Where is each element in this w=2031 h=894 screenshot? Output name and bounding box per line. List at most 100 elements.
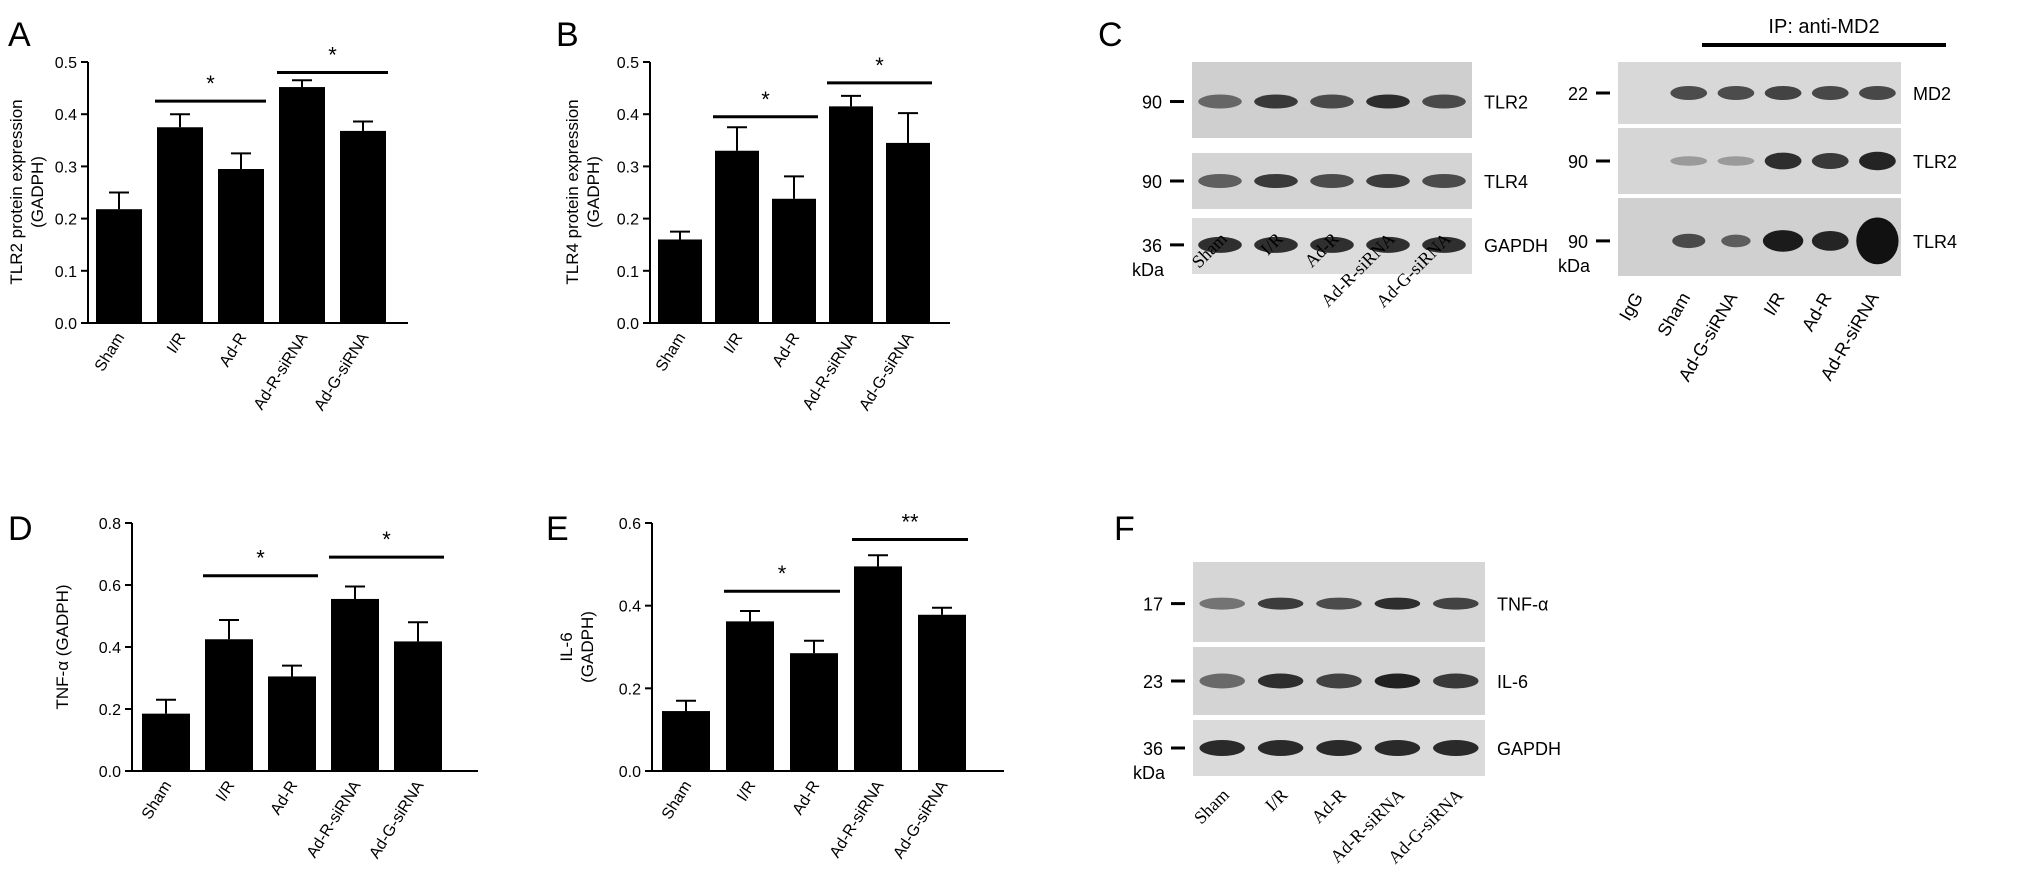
blot-f-band: [1316, 673, 1362, 689]
chart-b-significance-label: *: [875, 53, 884, 78]
blot-c-right-lane-label: Ad-R: [1798, 289, 1836, 335]
blot-f-band: [1433, 740, 1479, 756]
chart-e-bar: [918, 614, 966, 771]
chart-d-bar: [268, 676, 316, 771]
blot-c-right-band: [1811, 86, 1849, 100]
blot-c-left-band: [1198, 174, 1242, 188]
chart-e-x-tick-label: Ad-R: [790, 778, 824, 818]
chart-d-x-tick-label: Ad-G-siRNA: [366, 778, 427, 862]
chart-b: 0.0 0.1 0.2 0.3 0.4 0.5 TLR4 protein expressio…: [563, 53, 950, 414]
chart-b-y-tick-label: 0.3: [617, 159, 639, 176]
blot-f-band: [1374, 673, 1421, 689]
chart-d-bar: [331, 598, 379, 771]
blot-c-right-membrane: [1618, 198, 1901, 276]
chart-b-y-tick-label: 0.4: [617, 107, 639, 124]
chart-a-bar: [279, 87, 325, 323]
blot-c-right-lane-label: IgG: [1615, 289, 1647, 324]
panel-letter-d: D: [8, 510, 33, 548]
chart-d-y-label: TNF-α (GADPH): [53, 584, 72, 709]
blot-c-left-band: [1254, 174, 1298, 188]
blot-c-left-band: [1310, 94, 1354, 109]
blot-c-right-marker-label: 90: [1568, 152, 1588, 172]
blot-c-left-band: [1310, 236, 1354, 253]
chart-e-significance-label: *: [778, 561, 787, 586]
chart-d-bar: [394, 641, 442, 771]
chart-d-significance-label: *: [256, 546, 265, 571]
chart-d-bar: [205, 639, 253, 771]
blot-c-left-marker-label: 36: [1142, 236, 1162, 256]
blot-f-band: [1257, 673, 1304, 689]
chart-b-bar: [715, 150, 759, 323]
chart-a: 0.0 0.1 0.2 0.3 0.4 0.5 TLR2 protein expressio…: [7, 42, 408, 414]
blot-c-left-band: [1254, 94, 1298, 109]
blot-c-right-band: [1670, 156, 1708, 166]
panel-letter-e: E: [546, 510, 569, 548]
chart-b-x-tick-label: I/R: [721, 330, 746, 356]
blot-c-right-band: [1859, 86, 1896, 100]
blot-c-left-band-label: TLR4: [1484, 172, 1528, 192]
chart-a-bar: [157, 127, 203, 323]
chart-e-significance-label: **: [901, 510, 919, 535]
chart-e-y-tick-label: 0.4: [619, 599, 641, 616]
blot-f-band-label: GAPDH: [1497, 739, 1561, 759]
blot-c-right-marker-label: 22: [1568, 84, 1588, 104]
blot-f-band: [1316, 597, 1362, 610]
blot-f-band: [1316, 740, 1362, 756]
chart-b-y-tick-label: 0.5: [617, 55, 639, 72]
blot-f-band: [1374, 597, 1421, 610]
chart-e-bar: [790, 653, 838, 771]
blot-f-band: [1433, 673, 1479, 689]
blot-f-marker-label: 36: [1143, 739, 1163, 759]
panel-letter-a: A: [8, 16, 31, 54]
blot-c-right-band: [1717, 86, 1755, 100]
chart-b-significance-label: *: [761, 87, 770, 112]
chart-a-x-tick-label: Sham: [92, 330, 129, 374]
blot-f-band: [1199, 740, 1245, 756]
blot-c-right-band: [1859, 151, 1896, 171]
blot-c-left-band: [1198, 236, 1242, 253]
chart-e: 0.0 0.2 0.4 0.6 IL-6 (GADPH) Sham I/R Ad-R Ad-R-s…: [557, 510, 1004, 862]
chart-a-y-tick-label: 0.2: [55, 212, 77, 229]
chart-a-significance-label: *: [328, 42, 337, 67]
chart-a-bar: [96, 209, 142, 323]
blot-c-right-membrane: [1618, 62, 1901, 124]
blot-f-band: [1257, 740, 1304, 756]
chart-d-significance-label: *: [382, 527, 391, 552]
chart-d-bar: [142, 713, 190, 771]
chart-b-x-tick-label: Ad-G-siRNA: [856, 330, 917, 414]
chart-a-bar: [340, 130, 386, 323]
chart-e-y-tick-label: 0.2: [619, 681, 641, 698]
chart-e-y-label: IL-6 (GADPH): [557, 611, 597, 683]
chart-e-x-tick-label: Sham: [659, 778, 696, 822]
chart-d-y-tick-label: 0.4: [99, 640, 121, 657]
blot-f-band: [1374, 740, 1421, 756]
blot-c-right-band-label: TLR4: [1913, 232, 1957, 252]
chart-d-x-tick-label: Ad-R: [268, 778, 302, 818]
chart-d-x-tick-label: Sham: [139, 778, 176, 822]
chart-a-y-tick-label: 0.1: [55, 264, 77, 281]
blot-c-right-band: [1764, 152, 1802, 170]
chart-b-bar: [829, 106, 873, 324]
chart-e-y-tick-label: 0.6: [619, 516, 641, 533]
chart-a-bar: [218, 169, 264, 323]
blot-c-right-marker-label: 90: [1568, 232, 1588, 252]
blot-c-right-band: [1762, 230, 1804, 252]
blot-c-right-band-label: MD2: [1913, 84, 1951, 104]
chart-b-x-tick-label: Sham: [653, 330, 690, 374]
chart-a-y-tick-label: 0.3: [55, 159, 77, 176]
chart-a-x-tick-label: Ad-R-siRNA: [251, 330, 312, 413]
blot-f-marker-label: 23: [1143, 672, 1163, 692]
blot-c-left-band: [1366, 236, 1410, 253]
chart-e-y-tick-label: 0.0: [619, 764, 641, 781]
blot-f-band: [1433, 597, 1479, 610]
blot-c-left-band: [1422, 94, 1466, 109]
blot-c-left-band-label: TLR2: [1484, 93, 1528, 113]
blot-c-right-band: [1717, 156, 1755, 166]
chart-a-y-tick-label: 0.5: [55, 55, 77, 72]
chart-e-bar: [726, 621, 774, 771]
chart-b-bar: [772, 198, 816, 323]
